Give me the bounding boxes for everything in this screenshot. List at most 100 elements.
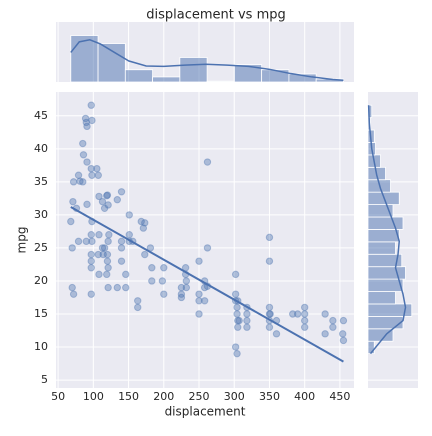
scatter-point bbox=[79, 139, 87, 148]
scatter-point bbox=[103, 192, 111, 200]
scatter-point bbox=[231, 290, 240, 298]
x-tick-label: 200 bbox=[153, 390, 174, 403]
scatter-point bbox=[117, 257, 126, 265]
scatter-point bbox=[195, 310, 203, 318]
y-tick-label: 25 bbox=[34, 241, 48, 254]
x-tick-label: 150 bbox=[118, 390, 139, 403]
scatter-point bbox=[117, 188, 126, 196]
y-tick-label: 30 bbox=[34, 208, 48, 221]
scatter-point bbox=[134, 297, 142, 305]
scatter-point bbox=[158, 277, 167, 285]
scatter-point bbox=[113, 283, 121, 292]
scatter-point bbox=[103, 250, 112, 259]
scatter-point bbox=[289, 310, 297, 318]
y-tick-label: 35 bbox=[34, 175, 48, 188]
scatter-point bbox=[265, 310, 274, 318]
histogram-bar bbox=[367, 229, 400, 243]
scatter-point bbox=[99, 250, 107, 259]
y-tick-label: 10 bbox=[34, 340, 48, 353]
scatter-point bbox=[160, 290, 168, 298]
scatter-point bbox=[177, 283, 186, 292]
scatter-point bbox=[148, 264, 156, 272]
x-axis-label: displacement bbox=[165, 405, 246, 419]
y-axis-label: mpg bbox=[15, 227, 29, 254]
scatter-point bbox=[300, 323, 309, 331]
scatter-point bbox=[82, 237, 90, 246]
histogram-bar bbox=[206, 80, 235, 83]
scatter-point bbox=[104, 237, 112, 246]
scatter-point bbox=[125, 211, 133, 219]
scatter-point bbox=[300, 303, 309, 312]
scatter-point bbox=[235, 316, 243, 325]
scatter-point bbox=[233, 303, 241, 312]
scatter-point bbox=[95, 270, 103, 279]
histogram-bar bbox=[367, 241, 396, 255]
scatter-point bbox=[182, 277, 191, 285]
scatter-point bbox=[321, 310, 329, 318]
scatter-point bbox=[98, 244, 107, 252]
histogram-bar bbox=[152, 76, 181, 83]
scatter-point bbox=[195, 257, 203, 265]
histogram-bar bbox=[367, 216, 404, 230]
scatter-point bbox=[300, 310, 309, 318]
scatter-point bbox=[74, 237, 83, 246]
scatter-point bbox=[113, 195, 121, 204]
scatter-point bbox=[79, 151, 88, 159]
histogram-bar bbox=[97, 43, 126, 83]
scatter-point bbox=[68, 244, 76, 252]
scatter-point bbox=[203, 244, 212, 252]
scatter-point bbox=[141, 219, 149, 227]
x-tick-label: 350 bbox=[259, 390, 280, 403]
histogram-bar bbox=[367, 328, 394, 342]
x-tick-label: 400 bbox=[294, 390, 315, 403]
scatter-point bbox=[117, 244, 126, 252]
scatter-point bbox=[231, 270, 240, 279]
scatter-point bbox=[195, 290, 203, 298]
x-tick-label: 50 bbox=[51, 390, 65, 403]
scatter-point bbox=[243, 323, 251, 331]
histogram-bar bbox=[367, 104, 373, 119]
kde-line bbox=[70, 38, 344, 82]
scatter-point bbox=[76, 177, 84, 185]
scatter-point bbox=[67, 217, 75, 226]
scatter-point bbox=[105, 231, 113, 239]
scatter-point bbox=[139, 224, 148, 232]
x-tick-label: 100 bbox=[83, 390, 104, 403]
scatter-point bbox=[339, 316, 348, 325]
scatter-point bbox=[94, 250, 102, 259]
kde-line bbox=[367, 105, 407, 355]
scatter-point bbox=[95, 231, 103, 239]
scatter-point bbox=[265, 257, 274, 265]
scatter-point bbox=[87, 264, 95, 272]
scatter-point bbox=[148, 277, 156, 285]
scatter-point bbox=[100, 204, 109, 212]
scatter-point bbox=[83, 200, 91, 209]
scatter-point bbox=[83, 158, 91, 166]
scatter-point bbox=[81, 114, 90, 123]
scatter-point bbox=[160, 264, 168, 272]
scatter-point bbox=[88, 171, 96, 179]
y-tick-label: 5 bbox=[41, 373, 48, 386]
x-tick-label: 300 bbox=[224, 390, 245, 403]
scatter-point bbox=[329, 323, 337, 331]
scatter-point bbox=[177, 290, 186, 298]
scatter-point bbox=[177, 293, 186, 302]
scatter-point bbox=[103, 270, 111, 279]
scatter-point bbox=[234, 323, 242, 331]
scatter-point bbox=[200, 283, 209, 292]
y-tick-label: 40 bbox=[34, 142, 48, 155]
scatter-point bbox=[98, 197, 107, 206]
scatter-point bbox=[265, 303, 274, 312]
scatter-point bbox=[88, 237, 96, 246]
scatter-point bbox=[134, 303, 142, 312]
scatter-point bbox=[83, 122, 91, 131]
scatter-point bbox=[233, 310, 241, 318]
scatter-point bbox=[203, 158, 212, 166]
scatter-point bbox=[300, 316, 309, 325]
scatter-point bbox=[103, 257, 112, 265]
scatter-point bbox=[141, 250, 149, 259]
scatter-point bbox=[266, 310, 274, 318]
scatter-point bbox=[122, 283, 130, 292]
y-tick-label: 20 bbox=[34, 274, 48, 287]
